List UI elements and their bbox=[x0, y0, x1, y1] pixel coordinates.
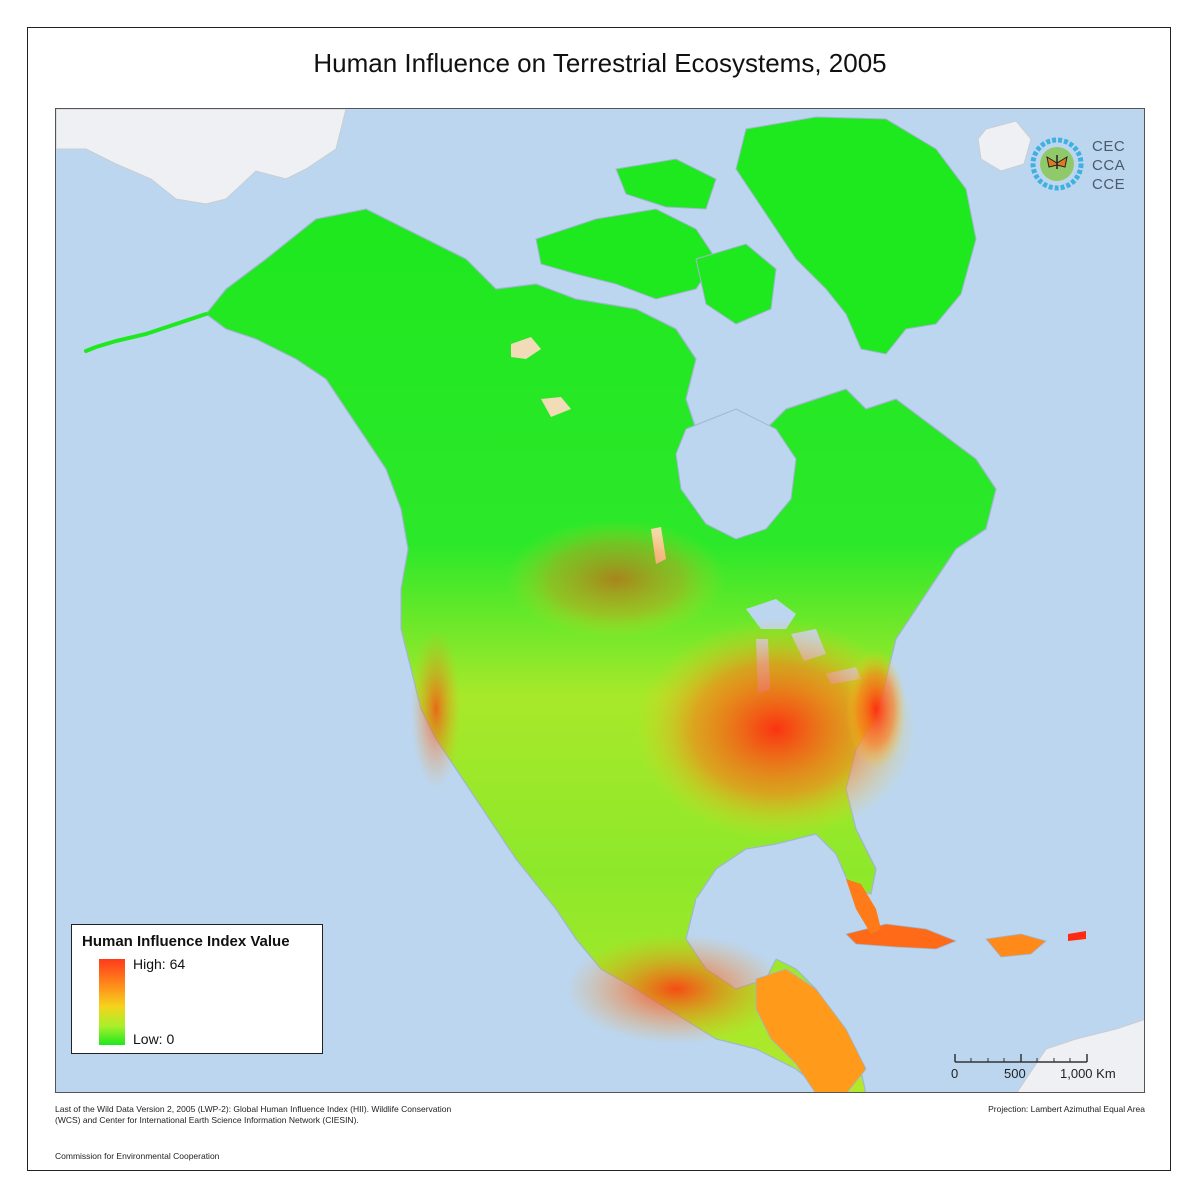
scale-label-500: 500 bbox=[1004, 1066, 1026, 1081]
hispaniola-landmass bbox=[985, 933, 1047, 958]
projection-note: Projection: Lambert Azimuthal Equal Area bbox=[988, 1104, 1145, 1114]
eastern-us-influence bbox=[636, 619, 916, 839]
map-title: Human Influence on Terrestrial Ecosystem… bbox=[313, 48, 887, 78]
florida-peninsula bbox=[846, 879, 881, 934]
africa-landmass bbox=[1016, 1019, 1144, 1092]
siberia-landmass bbox=[56, 109, 347, 205]
map-svg bbox=[56, 109, 1144, 1092]
greenland-landmass bbox=[735, 116, 977, 355]
logo-text: CEC CCA CCE bbox=[1092, 137, 1125, 194]
central-america bbox=[755, 968, 867, 1092]
legend-low-label: Low: 0 bbox=[133, 1031, 175, 1047]
organization-credit: Commission for Environmental Cooperation bbox=[55, 1151, 220, 1161]
hudson-bay bbox=[675, 408, 797, 540]
legend-title: Human Influence Index Value bbox=[82, 933, 290, 950]
monarch-butterfly-globe-icon bbox=[1030, 137, 1084, 191]
scale-bar-ticks bbox=[954, 1054, 1088, 1063]
scale-label-0: 0 bbox=[951, 1066, 959, 1081]
scale-label-1000: 1,000 Km bbox=[1060, 1066, 1116, 1081]
arctic-islands bbox=[535, 208, 717, 300]
cuba-landmass bbox=[845, 923, 958, 950]
scale-bar: 0 500 1,000 Km bbox=[947, 1052, 1127, 1082]
data-source-credit: Last of the Wild Data Version 2, 2005 (L… bbox=[55, 1104, 452, 1125]
north-america-landmass bbox=[205, 208, 997, 1092]
great-slave-lake bbox=[541, 397, 571, 417]
legend: Human Influence Index Value High: 64 Low… bbox=[71, 924, 323, 1054]
great-bear-lake bbox=[511, 337, 541, 359]
logo-line-cce: CCE bbox=[1092, 176, 1126, 193]
logo-line-cca: CCA bbox=[1092, 157, 1126, 174]
aleutian-islands bbox=[84, 312, 208, 353]
iceland-landmass bbox=[977, 120, 1032, 172]
legend-color-ramp bbox=[99, 959, 125, 1045]
legend-high-label: High: 64 bbox=[133, 956, 186, 972]
puerto-rico-landmass bbox=[1068, 931, 1086, 941]
cec-logo: CEC CCA CCE bbox=[1030, 137, 1140, 197]
mexico-influence bbox=[566, 934, 786, 1044]
logo-line-cec: CEC bbox=[1092, 138, 1126, 155]
